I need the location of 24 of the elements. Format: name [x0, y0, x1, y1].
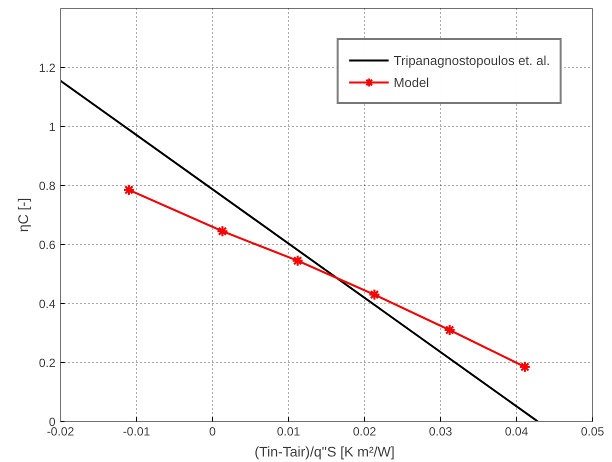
- point: [216, 225, 228, 238]
- x-axis-title: (Tin-Tair)/q''S [K m²/W]: [254, 444, 395, 460]
- legend-label: Model: [394, 74, 430, 90]
- x-tick-label: 0.03: [428, 424, 453, 438]
- y-axis-title: ηC [-]: [14, 198, 31, 232]
- y-tick-label: 0.4: [38, 297, 56, 311]
- x-tick-label: 0.02: [352, 424, 377, 438]
- point: [518, 360, 531, 373]
- point: [368, 288, 380, 301]
- point: [444, 324, 456, 336]
- x-tick-label: -0.01: [122, 424, 150, 438]
- y-tick-label: 1: [48, 120, 56, 134]
- x-tick-label: 0.01: [276, 424, 301, 438]
- x-tick-label: 0.05: [580, 424, 605, 438]
- y-tick-label: 0.8: [38, 179, 56, 193]
- y-tick-label: 0.6: [38, 238, 56, 252]
- x-tick-label: 0.04: [504, 424, 529, 438]
- y-tick-label: 0.2: [38, 356, 56, 370]
- x-tick-label: -0.02: [46, 424, 74, 438]
- point: [122, 184, 135, 196]
- point: [292, 254, 304, 267]
- y-tick-label: 1.2: [38, 61, 56, 75]
- x-tick-label: 0: [209, 424, 216, 438]
- legend-label: Tripanagnostopoulos et. al.: [394, 52, 550, 68]
